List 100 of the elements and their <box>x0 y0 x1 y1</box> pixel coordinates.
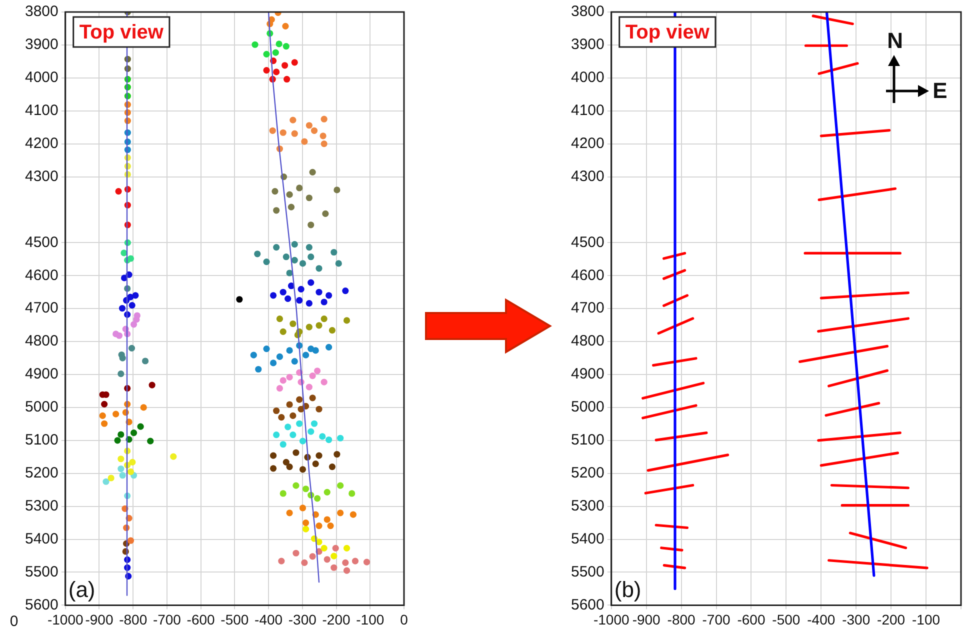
y-tick-label: 4600 <box>570 266 604 284</box>
point <box>296 396 303 403</box>
point <box>127 468 134 476</box>
point <box>309 372 316 380</box>
y-tick-label: 4300 <box>570 168 604 185</box>
point <box>291 256 298 264</box>
point <box>316 265 322 272</box>
point <box>276 316 284 322</box>
point <box>280 288 286 296</box>
x-tick-label: -1000 <box>47 611 84 628</box>
point <box>290 432 296 438</box>
point <box>129 458 136 466</box>
point <box>291 130 298 137</box>
y-tick-label: 4600 <box>24 266 58 284</box>
point <box>270 452 277 459</box>
y-tick-label: 3900 <box>570 36 604 54</box>
point <box>302 526 310 532</box>
point <box>286 191 293 198</box>
point <box>290 412 296 420</box>
point <box>263 346 270 352</box>
point <box>273 407 280 414</box>
point <box>147 438 154 444</box>
point <box>302 352 310 358</box>
point <box>310 127 318 134</box>
point <box>127 537 134 544</box>
y-tick-label: 4800 <box>570 332 604 350</box>
point <box>101 400 108 408</box>
x-tick-label: -100 <box>912 611 940 628</box>
y-tick-label: 5200 <box>570 464 604 482</box>
point <box>330 552 338 560</box>
point <box>343 567 350 574</box>
point <box>322 210 329 217</box>
point <box>128 302 136 309</box>
y-tick-label: 4100 <box>570 102 604 120</box>
point <box>116 332 123 339</box>
point <box>119 472 126 479</box>
point <box>269 127 276 134</box>
annotation: N <box>887 28 903 54</box>
y-tick-label: 3900 <box>24 36 58 54</box>
point <box>363 558 370 566</box>
point <box>170 453 177 460</box>
point <box>314 495 321 502</box>
x-tick-label: -1000 <box>593 611 630 628</box>
point <box>280 441 286 448</box>
point <box>324 488 330 496</box>
point <box>309 553 316 560</box>
point <box>309 168 316 176</box>
y-tick-label: 5500 <box>570 563 604 580</box>
y-tick-label: 4100 <box>24 102 58 120</box>
y-tick-label: 5300 <box>24 497 58 514</box>
point <box>272 49 279 56</box>
point <box>270 360 277 366</box>
annotation: E <box>932 78 948 104</box>
point <box>296 184 303 192</box>
x-tick-label: -200 <box>322 611 350 628</box>
point <box>352 558 359 564</box>
point <box>298 406 304 412</box>
point <box>350 511 357 518</box>
x-tick-label: 0 <box>400 611 408 628</box>
point <box>115 188 122 195</box>
point <box>299 260 306 267</box>
point <box>337 510 344 516</box>
point <box>299 438 306 444</box>
point <box>276 385 284 392</box>
point <box>290 116 296 124</box>
y-tick-label: 3800 <box>570 3 604 20</box>
point <box>298 286 304 292</box>
point <box>140 404 147 411</box>
x-tick-label: -800 <box>119 611 148 628</box>
point <box>270 465 277 472</box>
point <box>137 423 144 430</box>
y-tick-label: 5600 <box>570 596 604 614</box>
x-tick-label: -900 <box>632 611 661 628</box>
point <box>280 377 286 384</box>
point <box>236 296 243 303</box>
point <box>324 556 330 563</box>
y-tick-label: 5000 <box>570 398 604 416</box>
point <box>334 450 340 458</box>
y-tick-label: 5100 <box>24 432 58 449</box>
point <box>320 544 328 552</box>
point <box>112 410 120 418</box>
point <box>118 370 124 378</box>
point <box>273 207 280 214</box>
point <box>119 354 126 362</box>
point <box>292 482 300 489</box>
point <box>263 50 270 58</box>
y-tick-label: 4300 <box>24 168 58 185</box>
point <box>270 292 277 299</box>
point <box>296 420 303 427</box>
point <box>142 358 149 364</box>
point <box>120 250 128 256</box>
y-tick-label: 5300 <box>570 497 604 514</box>
point <box>316 288 322 296</box>
point <box>280 328 286 335</box>
point <box>308 428 314 435</box>
x-tick-label: -900 <box>85 611 114 628</box>
annotation: (b) <box>614 577 642 602</box>
annotation: (a) <box>68 577 96 602</box>
y-tick-label: 5400 <box>570 530 604 548</box>
point <box>263 67 270 74</box>
